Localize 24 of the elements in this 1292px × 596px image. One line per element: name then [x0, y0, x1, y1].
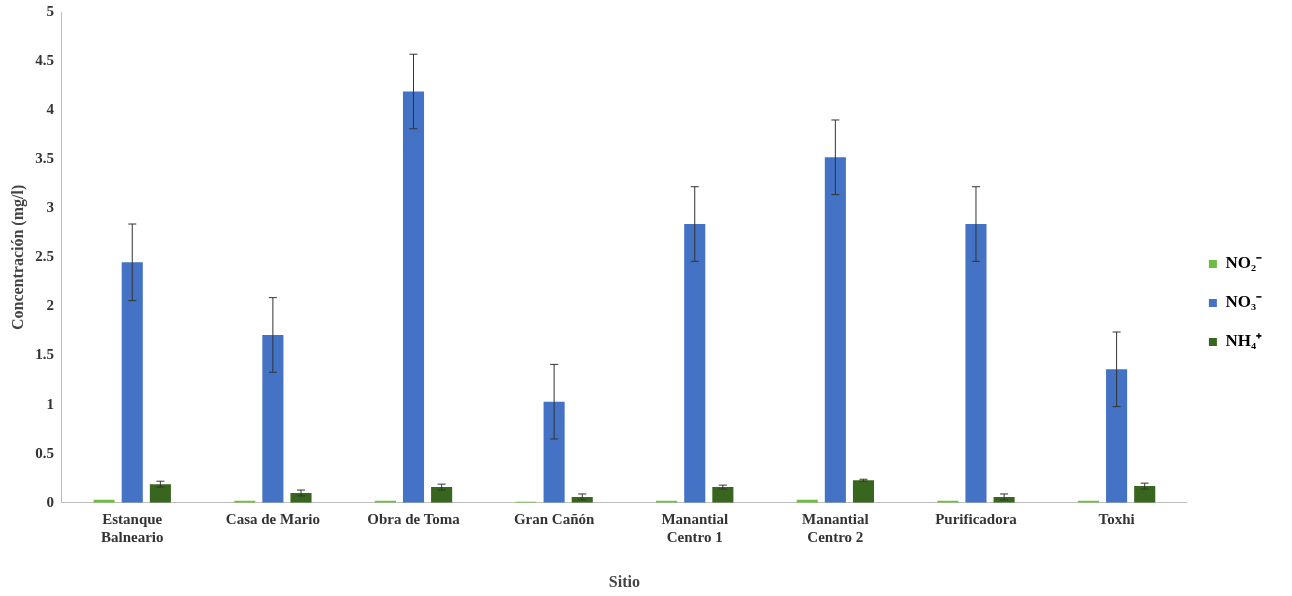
y-tick-label: 4.5: [35, 51, 54, 68]
y-tick-label: 3.5: [35, 150, 54, 167]
legend-label: NH₄⁺: [1225, 331, 1263, 351]
x-axis-title: Sitio: [608, 572, 640, 590]
x-tick-label: Manantial Centro 2: [802, 510, 869, 545]
y-tick-label: 5: [46, 2, 54, 19]
x-tick-label: Toxhi: [1098, 510, 1135, 527]
y-tick-label: 2.5: [35, 248, 54, 265]
y-tick-label: 1: [46, 395, 54, 412]
x-tick-label: Estanque Balneario: [101, 510, 164, 545]
legend-label: NO₃⁻: [1225, 292, 1263, 312]
y-axis-title: Concentración (mg/l): [8, 184, 27, 331]
y-tick-label: 0.5: [35, 444, 54, 461]
y-tick-label: 3: [46, 199, 54, 216]
x-tick-label: Gran Cañón: [513, 510, 595, 527]
x-tick-label: Purificadora: [935, 510, 1018, 527]
y-tick-label: 4: [46, 101, 55, 118]
x-tick-label: Manantial Centro 1: [661, 510, 729, 545]
x-tick-label: Casa de Mario: [225, 510, 320, 527]
legend-label: NO₂⁻: [1225, 253, 1263, 273]
y-tick-label: 1.5: [35, 346, 54, 363]
y-tick-label: 2: [46, 297, 54, 314]
x-tick-label: Obra de Toma: [367, 510, 461, 527]
y-tick-label: 0: [46, 493, 54, 510]
